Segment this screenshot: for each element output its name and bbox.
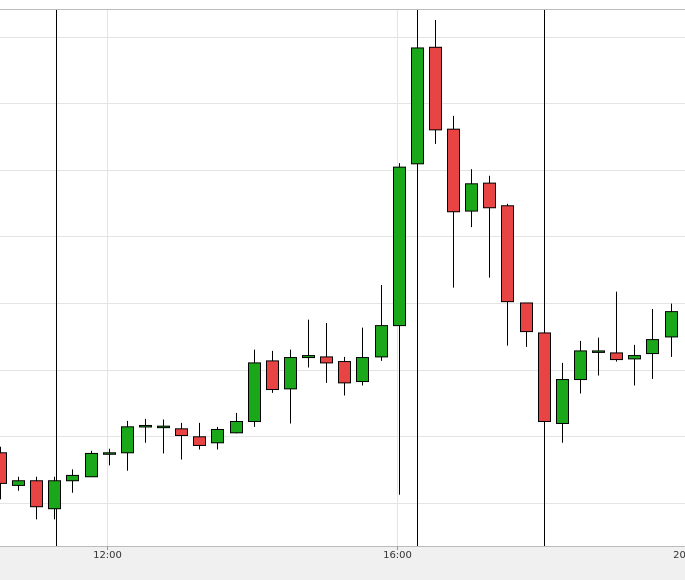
candle-body [375, 325, 388, 358]
candle-body [320, 356, 333, 364]
candle-body [157, 425, 170, 429]
candle-body [465, 183, 478, 212]
candle-body [483, 182, 496, 209]
candle-body [85, 452, 98, 478]
candle-body [646, 339, 659, 355]
candle-body [574, 350, 587, 381]
candle-body [556, 379, 569, 424]
candle-body [12, 480, 25, 486]
candle-body [211, 428, 224, 444]
candle-body [30, 480, 43, 508]
candle-body [193, 436, 206, 446]
candle-body [175, 428, 188, 436]
candle-body [447, 128, 460, 213]
x-axis-band [0, 546, 685, 580]
candle-body [393, 166, 406, 327]
x-tick-label: 12:00 [93, 550, 122, 561]
candle-body [538, 332, 551, 422]
candle-body [48, 480, 61, 510]
candle-body [610, 352, 623, 361]
candle-body [501, 205, 514, 303]
candle-body [230, 420, 243, 434]
candle-body [338, 361, 351, 384]
candle-body [266, 360, 279, 391]
candles [0, 17, 678, 520]
candle-body [665, 311, 678, 338]
candle-body [121, 426, 134, 454]
candle-body [284, 357, 297, 390]
candle-body [429, 46, 442, 131]
candle-body [411, 47, 424, 165]
candle-body [248, 362, 261, 422]
candle-body [0, 452, 7, 484]
x-tick-label: 20:00 [673, 550, 685, 561]
candle-body [520, 302, 533, 333]
candle-body [139, 424, 152, 428]
candle-body [302, 355, 315, 359]
candle-body [66, 474, 79, 482]
grid [0, 10, 685, 546]
candle-body [103, 452, 116, 455]
candle-body [628, 355, 641, 360]
candle-body [356, 357, 369, 383]
candle-body [592, 350, 605, 353]
x-tick-label: 16:00 [383, 550, 412, 561]
